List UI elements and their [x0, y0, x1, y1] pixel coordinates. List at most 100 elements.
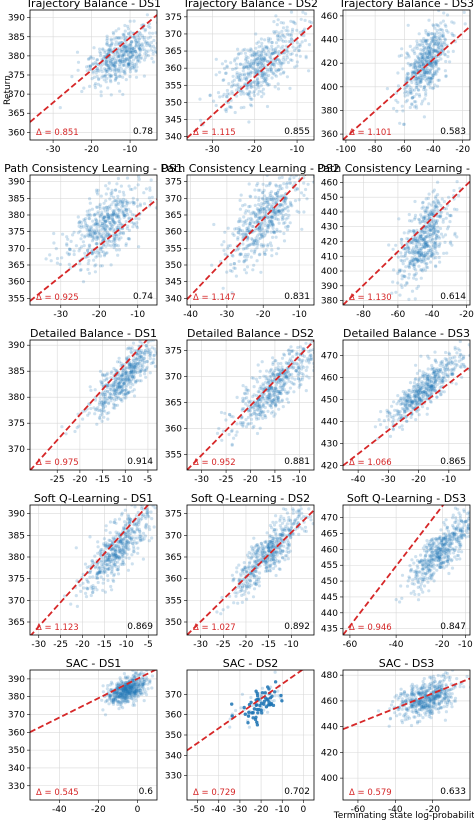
data-point — [112, 392, 116, 396]
data-point — [405, 399, 409, 403]
data-point — [241, 223, 245, 227]
data-point — [92, 75, 96, 79]
data-point — [399, 258, 403, 262]
data-point — [301, 347, 305, 351]
data-point — [101, 218, 105, 222]
data-point — [131, 358, 135, 362]
data-point — [244, 271, 248, 275]
data-point — [252, 212, 256, 216]
data-point — [93, 388, 97, 392]
data-point — [115, 382, 119, 387]
data-point — [107, 555, 111, 559]
data-point — [101, 62, 105, 66]
data-point — [120, 60, 124, 64]
data-point — [254, 87, 258, 91]
data-point — [151, 361, 155, 365]
data-point — [103, 219, 107, 223]
data-point — [133, 371, 137, 375]
data-point — [129, 381, 133, 385]
data-point — [397, 54, 401, 58]
data-point — [235, 84, 239, 88]
data-point — [437, 244, 441, 249]
data-point — [272, 63, 276, 67]
data-point — [421, 56, 425, 60]
data-point — [110, 216, 115, 220]
data-point — [271, 372, 275, 376]
data-point — [282, 70, 286, 74]
data-point — [114, 552, 118, 556]
data-point — [254, 215, 258, 219]
data-point — [433, 225, 437, 229]
data-point — [113, 546, 118, 550]
data-point — [276, 191, 280, 195]
data-point — [122, 33, 126, 38]
data-point — [420, 405, 425, 409]
data-point — [411, 251, 415, 255]
data-point — [277, 50, 281, 54]
data-point — [52, 241, 56, 245]
data-point — [419, 80, 423, 84]
data-point — [98, 408, 102, 412]
data-point — [108, 222, 113, 226]
data-point — [222, 92, 226, 96]
data-point — [87, 246, 91, 250]
data-point — [273, 208, 277, 212]
data-point — [149, 340, 153, 343]
data-point — [278, 378, 282, 382]
data-point — [414, 86, 418, 90]
data-point — [411, 399, 415, 403]
data-point — [126, 380, 130, 384]
data-point — [446, 368, 450, 372]
data-point — [434, 219, 438, 223]
data-point — [432, 224, 436, 228]
data-point — [255, 380, 260, 384]
data-point — [99, 381, 104, 385]
data-point — [68, 247, 72, 251]
data-point — [249, 212, 253, 216]
data-point — [463, 22, 467, 26]
data-point — [277, 391, 281, 395]
data-point — [121, 231, 125, 235]
data-point — [436, 47, 440, 51]
y-tick-label: 450 — [321, 395, 338, 405]
data-point — [104, 80, 108, 84]
data-point — [244, 233, 248, 237]
data-point — [418, 387, 422, 392]
data-point — [258, 252, 262, 256]
data-point — [131, 367, 135, 371]
data-point — [152, 353, 156, 358]
data-point — [412, 385, 416, 389]
data-point — [438, 363, 442, 367]
data-point — [428, 50, 432, 54]
data-point — [261, 190, 265, 194]
data-point — [112, 213, 116, 217]
data-point — [105, 208, 110, 213]
data-point — [130, 53, 134, 57]
data-point — [113, 556, 117, 560]
data-point — [284, 371, 289, 375]
data-point — [441, 49, 445, 54]
data-point — [286, 216, 290, 220]
data-point — [117, 238, 121, 242]
data-point — [87, 411, 91, 415]
data-point — [433, 246, 437, 251]
data-point — [247, 422, 251, 426]
data-point — [72, 230, 76, 234]
data-point — [403, 409, 407, 414]
fit-line — [187, 175, 307, 300]
data-point — [126, 517, 130, 521]
data-point — [250, 238, 254, 242]
data-point — [438, 260, 442, 264]
data-point — [161, 502, 164, 505]
data-point — [255, 57, 259, 61]
data-point — [143, 351, 147, 355]
data-point — [420, 102, 424, 106]
data-point — [109, 228, 113, 232]
data-point — [124, 366, 128, 370]
data-point — [162, 341, 165, 344]
data-point — [307, 376, 311, 380]
data-point — [239, 106, 243, 110]
data-point — [107, 216, 111, 220]
data-point — [241, 229, 245, 233]
data-point — [135, 59, 140, 63]
